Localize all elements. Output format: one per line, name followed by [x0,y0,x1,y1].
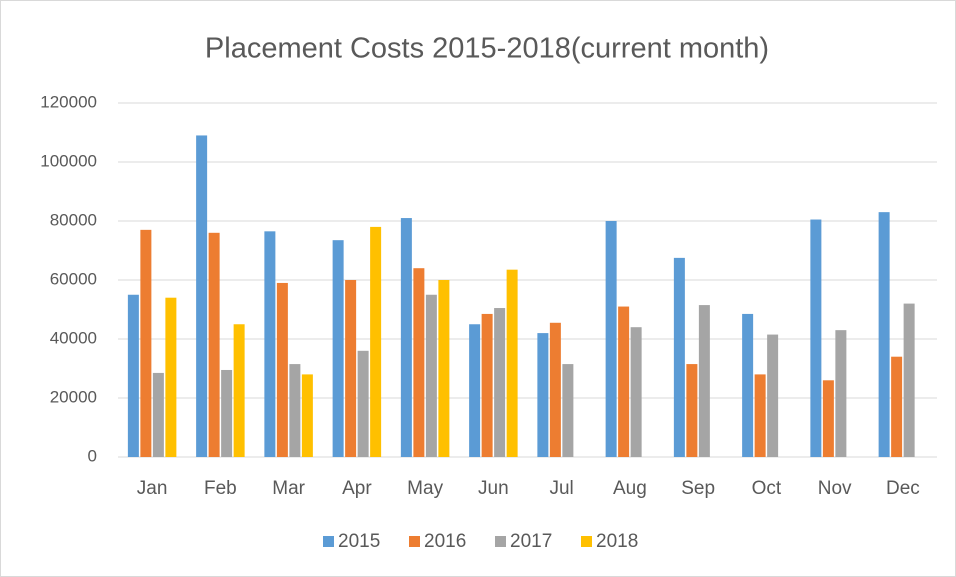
bar [686,364,698,457]
bar [469,324,481,457]
bar [301,374,313,457]
bar [438,280,450,457]
y-tick-label: 40000 [50,328,97,347]
bar [822,380,834,457]
bar [276,282,288,457]
legend-label: 2016 [424,531,466,552]
bar [233,324,245,457]
bar [152,372,164,457]
bar [208,232,220,457]
bar [767,334,779,457]
y-tick-label: 0 [88,446,97,465]
x-tick-label: Dec [886,478,920,499]
bar [630,327,642,457]
bar [891,356,903,457]
bar [754,374,766,457]
x-tick-label: Jan [137,478,168,499]
bar [605,221,617,457]
bar [345,280,357,457]
bar [537,333,549,457]
bar [196,135,208,457]
legend-swatch [495,536,506,547]
bar [425,294,437,457]
x-tick-label: Oct [752,478,782,499]
bar [810,219,822,457]
bar [481,313,493,457]
bar [878,212,890,457]
bar [562,364,574,457]
legend-label: 2017 [510,531,552,552]
bar [264,231,276,457]
bar [127,294,139,457]
bar [673,257,685,457]
bar [494,308,506,457]
bar [903,303,915,457]
legend-swatch [581,536,592,547]
bar [835,330,847,457]
y-tick-label: 120000 [40,92,97,111]
bar [221,369,233,457]
bar [370,226,382,457]
bar [165,297,177,457]
bar [698,305,710,457]
bar [506,269,518,457]
bar [549,322,561,457]
bar [332,240,344,457]
x-tick-label: Mar [272,478,305,499]
x-tick-label: Jul [549,478,573,499]
x-tick-label: Feb [204,478,237,499]
legend-label: 2015 [338,531,380,552]
y-tick-label: 100000 [40,151,97,170]
y-tick-label: 60000 [50,269,97,288]
x-tick-label: Apr [342,478,372,499]
x-tick-label: May [407,478,443,499]
bar [413,268,425,457]
y-tick-label: 20000 [50,387,97,406]
chart-title: Placement Costs 2015-2018(current month) [205,33,769,65]
x-tick-label: Aug [613,478,647,499]
x-tick-label: Jun [478,478,509,499]
bar [400,218,412,457]
bar [357,350,369,457]
legend-label: 2018 [596,531,638,552]
bar [140,229,152,457]
legend-swatch [409,536,420,547]
bar [742,313,754,457]
legend-swatch [323,536,334,547]
y-tick-label: 80000 [50,210,97,229]
bar [618,306,630,457]
x-tick-label: Nov [818,478,852,499]
bar [289,364,301,457]
x-tick-label: Sep [681,478,715,499]
